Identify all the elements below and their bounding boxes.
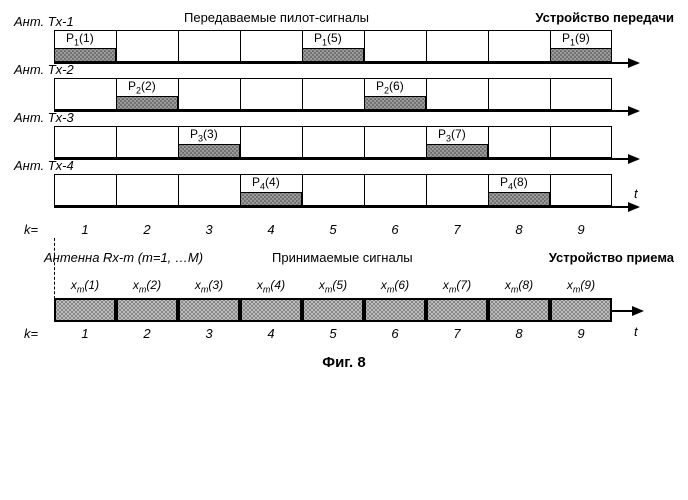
diagram-root: Передаваемые пилот-сигналы Устройство пер… <box>14 10 674 348</box>
pilot-block <box>178 144 240 158</box>
time-axis-line <box>54 110 630 112</box>
rx-time-axis-line <box>612 310 634 312</box>
rx-cell-block <box>488 298 550 322</box>
rx-cell-label: xm(9) <box>550 278 612 294</box>
rx-cell-label: xm(7) <box>426 278 488 294</box>
pilot-block <box>116 96 178 110</box>
pilot-label: P1(5) <box>314 31 342 47</box>
pilot-label: P3(3) <box>190 127 218 143</box>
k-value: 7 <box>426 222 488 237</box>
t-axis-label: t <box>634 186 638 201</box>
rx-signals-title: Принимаемые сигналы <box>272 250 413 265</box>
k-equals-label-rx: k= <box>24 326 38 341</box>
k-value: 9 <box>550 222 612 237</box>
t-axis-label-rx: t <box>634 324 638 339</box>
pilot-label: P4(8) <box>500 175 528 191</box>
time-axis-arrow <box>628 202 640 212</box>
time-axis-arrow <box>628 154 640 164</box>
rx-cell-label: xm(3) <box>178 278 240 294</box>
tx-row-label: Ант. Tx-1 <box>14 14 74 29</box>
pilot-label: P2(2) <box>128 79 156 95</box>
k-value-rx: 1 <box>54 326 116 341</box>
rx-cell-label: xm(5) <box>302 278 364 294</box>
k-value: 2 <box>116 222 178 237</box>
rx-cell-block <box>240 298 302 322</box>
k-value-rx: 5 <box>302 326 364 341</box>
rx-cell-block <box>426 298 488 322</box>
pilot-label: P1(9) <box>562 31 590 47</box>
pilot-label: P4(4) <box>252 175 280 191</box>
rx-cell-label: xm(8) <box>488 278 550 294</box>
pilot-block <box>426 144 488 158</box>
pilot-block <box>240 192 302 206</box>
time-axis-line <box>54 158 630 160</box>
rx-cell-block <box>116 298 178 322</box>
pilot-block <box>550 48 612 62</box>
k-value-rx: 7 <box>426 326 488 341</box>
rx-cell-block <box>364 298 426 322</box>
rx-cell-block <box>550 298 612 322</box>
tx-row-label: Ант. Tx-3 <box>14 110 74 125</box>
rx-cell-label: xm(6) <box>364 278 426 294</box>
tx-row-label: Ант. Tx-4 <box>14 158 74 173</box>
k-value-rx: 8 <box>488 326 550 341</box>
tx-row-grid <box>54 126 612 158</box>
k-value-rx: 3 <box>178 326 240 341</box>
tx-device-title: Устройство передачи <box>535 10 674 25</box>
figure-caption: Фиг. 8 <box>10 354 678 371</box>
k-value-rx: 6 <box>364 326 426 341</box>
rx-cell-block <box>302 298 364 322</box>
pilot-block <box>302 48 364 62</box>
k-value: 1 <box>54 222 116 237</box>
time-axis-line <box>54 62 630 64</box>
tx-row-label: Ант. Tx-2 <box>14 62 74 77</box>
time-axis-arrow <box>628 58 640 68</box>
time-axis-arrow <box>628 106 640 116</box>
tx-pilot-title: Передаваемые пилот-сигналы <box>184 10 369 25</box>
k-value: 6 <box>364 222 426 237</box>
time-axis-line <box>54 206 630 208</box>
pilot-block <box>54 48 116 62</box>
rx-time-axis-arrow <box>632 306 644 316</box>
pilot-label: P2(6) <box>376 79 404 95</box>
k-value: 8 <box>488 222 550 237</box>
pilot-block <box>488 192 550 206</box>
rx-cell-block <box>178 298 240 322</box>
rx-cell-label: xm(4) <box>240 278 302 294</box>
rx-antenna-label: Антенна Rx-m (m=1, …M) <box>44 250 203 265</box>
k-value: 4 <box>240 222 302 237</box>
k-value-rx: 2 <box>116 326 178 341</box>
pilot-label: P1(1) <box>66 31 94 47</box>
rx-cell-label: xm(1) <box>54 278 116 294</box>
k-value-rx: 9 <box>550 326 612 341</box>
k-value-rx: 4 <box>240 326 302 341</box>
pilot-label: P3(7) <box>438 127 466 143</box>
rx-cell-block <box>54 298 116 322</box>
k-equals-label: k= <box>24 222 38 237</box>
k-value: 5 <box>302 222 364 237</box>
pilot-block <box>364 96 426 110</box>
rx-device-title: Устройство приема <box>549 250 674 265</box>
k-value: 3 <box>178 222 240 237</box>
rx-cell-label: xm(2) <box>116 278 178 294</box>
